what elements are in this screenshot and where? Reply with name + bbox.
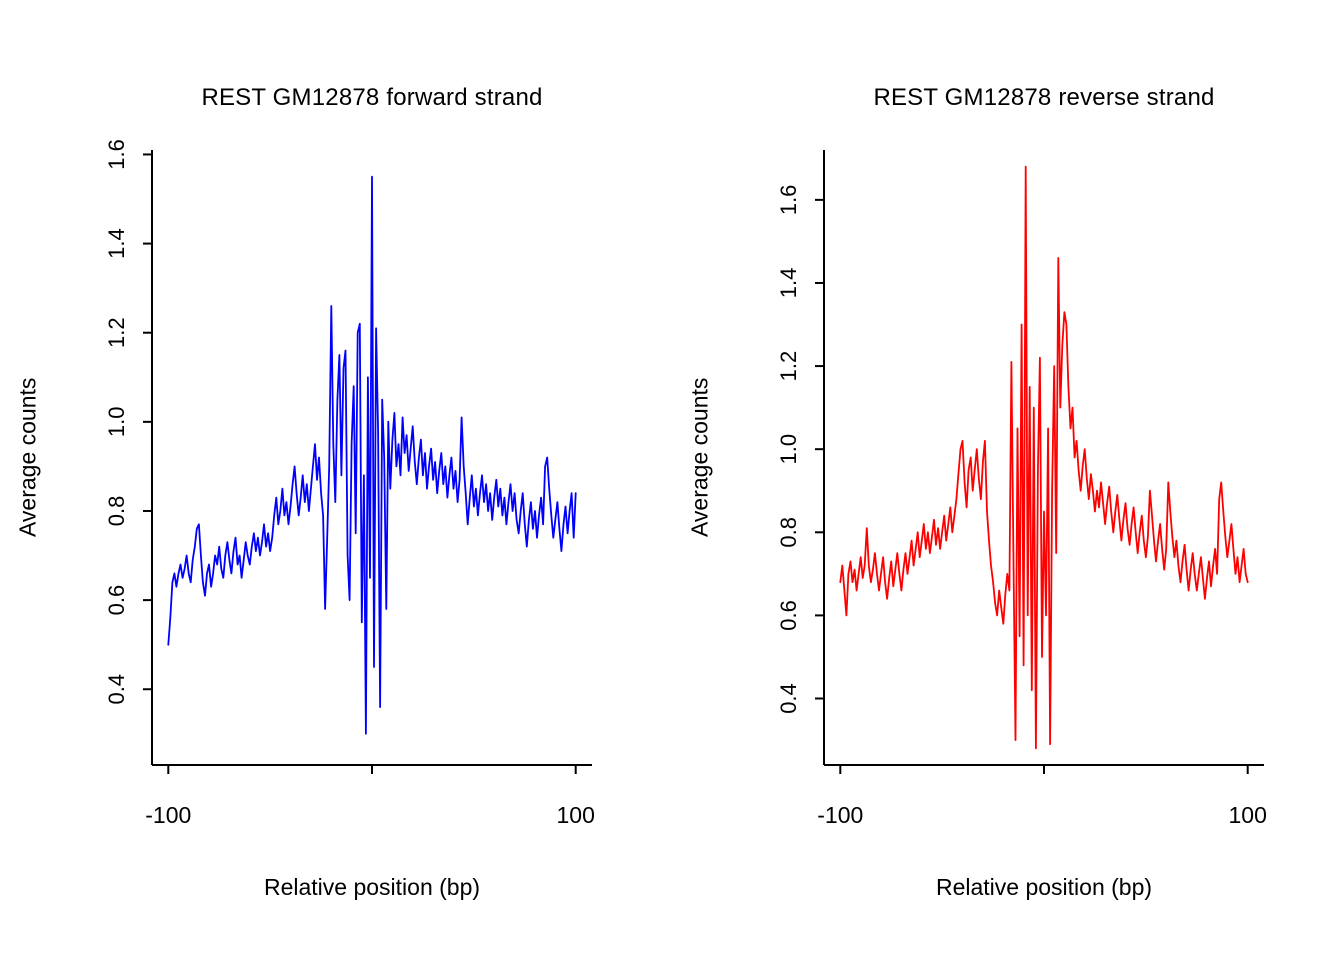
- y-tick-label: 0.4: [776, 683, 801, 714]
- y-tick-label: 0.4: [104, 674, 129, 705]
- panel-title-reverse: REST GM12878 reverse strand: [873, 84, 1215, 111]
- y-tick-label: 0.8: [104, 496, 129, 527]
- forward-strand-panel: REST GM12878 forward strand Average coun…: [15, 84, 595, 900]
- y-tick-label: 1.0: [104, 407, 129, 438]
- data-line: [167, 175, 577, 735]
- x-axis-label-forward: Relative position (bp): [263, 874, 481, 900]
- reverse-strand-panel: REST GM12878 reverse strand Average coun…: [672, 0, 1344, 960]
- y-tick-label: 1.6: [104, 139, 129, 170]
- y-tick-label: 1.6: [776, 185, 801, 216]
- y-tick-label: 0.6: [776, 600, 801, 631]
- y-tick-label: 0.6: [104, 585, 129, 616]
- y-tick-label: 0.8: [776, 517, 801, 548]
- y-tick-label: 1.4: [104, 228, 129, 259]
- x-tick-label: -100: [817, 802, 863, 828]
- panel-title-forward: REST GM12878 forward strand: [201, 84, 543, 111]
- x-tick-label: -100: [145, 802, 191, 828]
- y-tick-label: 1.0: [776, 434, 801, 465]
- y-tick-label: 1.2: [776, 351, 801, 382]
- reverse-line-plot: 0.4 0.6 0.8 1.0 1.2 1.4 1.6 -100 100: [776, 150, 1267, 828]
- data-line: [839, 165, 1249, 750]
- y-tick-label: 1.2: [104, 317, 129, 348]
- x-axis-label-reverse: Relative position (bp): [935, 874, 1153, 900]
- y-tick-label: 1.4: [776, 268, 801, 299]
- x-tick-label: 100: [557, 802, 595, 828]
- forward-line-plot: 0.4 0.6 0.8 1.0 1.2 1.4 1.6 -100 100: [104, 139, 595, 828]
- x-tick-label: 100: [1229, 802, 1267, 828]
